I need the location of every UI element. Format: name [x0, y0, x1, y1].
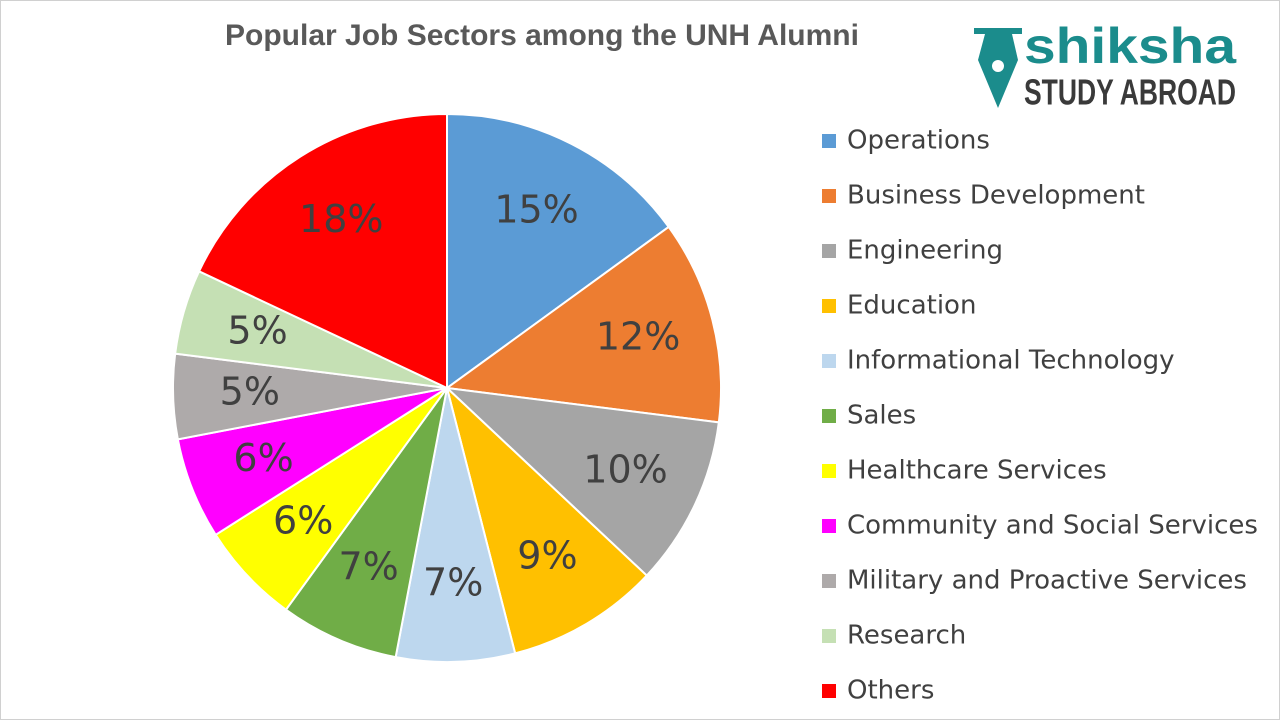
logo-name: shiksha	[1024, 18, 1237, 74]
data-label: 5%	[220, 370, 280, 414]
legend-swatch	[822, 464, 836, 478]
chart-title: Popular Job Sectors among the UNH Alumni	[225, 19, 859, 52]
data-label: 5%	[227, 308, 287, 352]
data-label: 7%	[339, 545, 399, 589]
data-label: 15%	[494, 188, 578, 232]
legend-swatch	[822, 134, 836, 148]
legend-label: Business Development	[847, 181, 1145, 211]
logo-tagline: STUDY ABROAD	[1024, 72, 1236, 113]
data-label: 10%	[583, 447, 667, 491]
legend-label: Sales	[847, 401, 916, 431]
logo: shiksha STUDY ABROAD	[974, 18, 1237, 113]
legend-swatch	[822, 354, 836, 368]
legend-label: Community and Social Services	[847, 511, 1258, 541]
legend-label: Healthcare Services	[847, 456, 1107, 486]
legend-label: Research	[847, 621, 966, 651]
legend-label: Education	[847, 291, 976, 321]
pie-slice	[394, 387, 517, 663]
legend-label: Engineering	[847, 236, 1003, 266]
data-label: 9%	[517, 533, 577, 577]
legend-label: Informational Technology	[847, 346, 1175, 376]
pie-slice	[197, 112, 448, 390]
pie-slice	[445, 384, 649, 655]
legend-swatch	[822, 244, 836, 258]
data-label: 6%	[273, 499, 333, 543]
legend-label: Others	[847, 676, 934, 706]
legend-swatch	[822, 519, 836, 533]
legend-swatch	[822, 189, 836, 203]
legend-swatch	[822, 629, 836, 643]
data-label: 6%	[233, 436, 293, 480]
data-label: 12%	[596, 314, 680, 358]
legend-label: Operations	[847, 126, 990, 156]
pie-slice	[446, 112, 671, 390]
legend-swatch	[822, 574, 836, 588]
logo-icon-hole	[992, 60, 1004, 72]
pie-slice	[444, 225, 722, 424]
data-label: 18%	[299, 197, 383, 241]
pie-slice	[444, 386, 720, 577]
legend-swatch	[822, 409, 836, 423]
logo-icon-bar	[974, 28, 1022, 34]
legend-swatch	[822, 299, 836, 313]
data-label: 7%	[423, 561, 483, 605]
legend-label: Military and Proactive Services	[847, 566, 1247, 596]
legend-swatch	[822, 684, 836, 698]
pie-slice	[284, 387, 448, 659]
